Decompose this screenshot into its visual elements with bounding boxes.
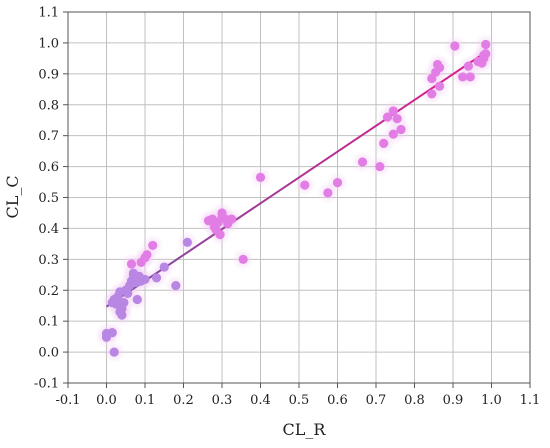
y-tick-label: 0.1 (38, 315, 59, 330)
y-tick-label: 0.7 (38, 129, 59, 144)
x-tick-label: 0.2 (173, 393, 194, 408)
trendline (105, 51, 487, 308)
y-axis-label: CL_C (3, 175, 22, 218)
y-tick-label: 1.0 (38, 36, 59, 51)
data-point (255, 172, 266, 183)
data-point (159, 262, 169, 272)
plot-frame (67, 11, 531, 384)
tick-labels: -0.1 0.0 0.1 0.2 0.3 0.4 0.5 0.6 0.7 0.8 0.9 1.0 1.1… (34, 6, 540, 409)
x-axis-label: CL_R (283, 420, 327, 439)
y-tick-label: 0.4 (38, 222, 59, 237)
data-point (123, 288, 133, 298)
x-tick-label: 0.6 (327, 393, 348, 408)
data-point (458, 72, 468, 82)
data-point (119, 298, 129, 308)
data-point (126, 259, 137, 269)
data-point (463, 61, 473, 71)
y-tick-label: 0.0 (38, 346, 59, 361)
data-point (238, 254, 248, 264)
x-tick-label: 0.3 (212, 393, 233, 408)
data-point (427, 89, 437, 99)
data-point (227, 214, 237, 224)
data-point (148, 240, 158, 251)
data-point (132, 294, 142, 305)
data-point (151, 273, 162, 283)
data-point (450, 41, 460, 51)
x-tick-label: 0.7 (366, 393, 387, 408)
x-tick-label: 0.8 (404, 393, 425, 408)
x-tick-label: 1.1 (520, 393, 541, 408)
data-point (392, 114, 402, 124)
y-tick-label: 0.3 (38, 253, 59, 268)
data-point (481, 39, 491, 50)
data-point (109, 347, 119, 357)
data-point (434, 81, 445, 91)
y-tick-label: 0.9 (38, 67, 59, 82)
y-tick-label: 0.5 (38, 191, 59, 206)
data-point (140, 274, 150, 285)
data-point (481, 49, 491, 59)
x-tick-label: -0.1 (55, 393, 80, 408)
data-point (388, 106, 398, 116)
trendline-group (105, 51, 487, 308)
data-point (323, 188, 333, 198)
data-point (434, 63, 445, 73)
data-point (382, 112, 393, 122)
x-tick-label: 0.9 (443, 393, 464, 408)
data-point (182, 237, 192, 247)
x-tick-label: 0.4 (250, 393, 271, 408)
y-tick-label: 0.2 (38, 284, 59, 299)
y-tick-label: 0.6 (38, 160, 59, 175)
y-tick-label: -0.1 (34, 377, 59, 392)
data-point (332, 178, 343, 188)
y-tick-label: 0.8 (38, 98, 59, 113)
x-tick-label: 1.0 (481, 393, 502, 408)
x-tick-label: 0.0 (96, 393, 117, 408)
data-point (142, 250, 152, 260)
data-point (357, 157, 368, 167)
x-tick-label: 0.1 (135, 393, 156, 408)
data-point (379, 138, 389, 148)
data-point (171, 281, 181, 291)
data-points (101, 39, 491, 357)
data-point (396, 124, 406, 135)
data-point (107, 328, 117, 338)
x-tick-label: 0.5 (289, 393, 310, 408)
data-point (388, 129, 398, 139)
data-point (300, 180, 310, 190)
data-point (375, 161, 385, 172)
data-point (215, 230, 225, 240)
data-point (465, 72, 475, 82)
y-tick-label: 1.1 (38, 6, 59, 21)
axes (63, 11, 531, 388)
